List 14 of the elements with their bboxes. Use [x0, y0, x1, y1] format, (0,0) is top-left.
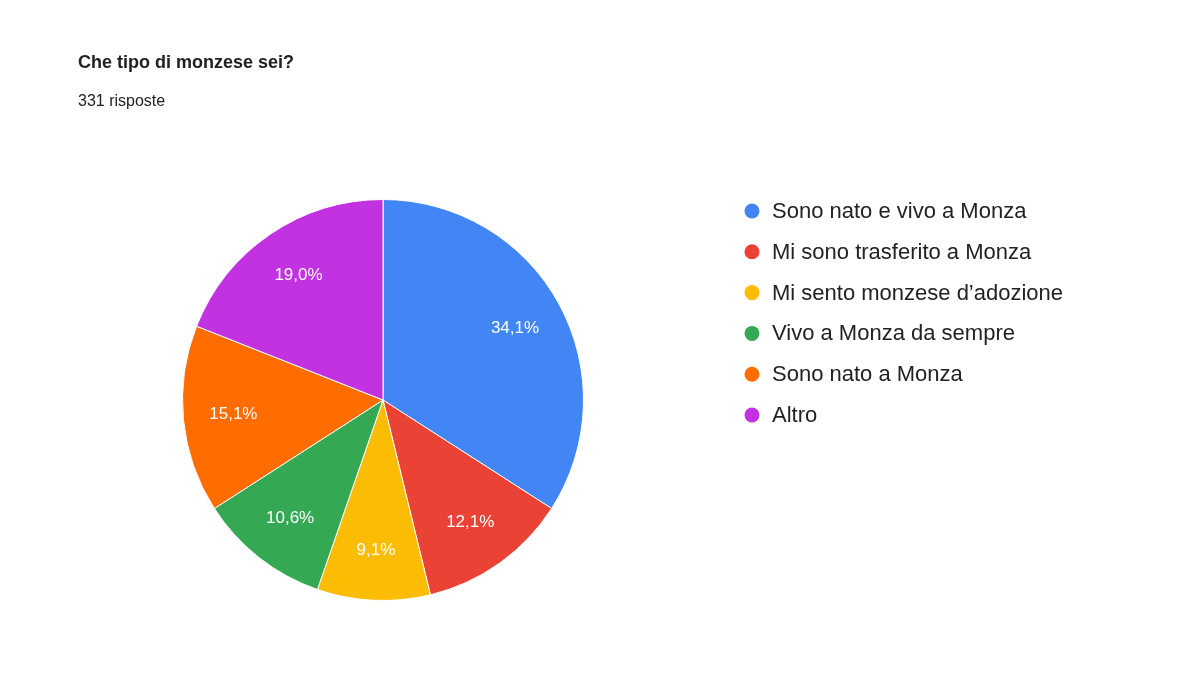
data-label: 10,6%: [265, 507, 315, 527]
data-label: 9,1%: [356, 539, 396, 559]
legend-label: Altro: [772, 402, 818, 428]
legend-label: Vivo a Monza da sempre: [772, 320, 1015, 346]
chart-subtitle: 331 risposte: [78, 92, 166, 109]
legend-label: Mi sono trasferito a Monza: [772, 238, 1032, 264]
data-label: 15,1%: [209, 404, 258, 424]
data-label: 12,1%: [446, 512, 495, 532]
legend-label: Sono nato e vivo a Monza: [772, 198, 1028, 224]
legend-label: Mi sento monzese d’adozione: [772, 279, 1064, 305]
chart-title: Che tipo di monzese sei?: [78, 52, 295, 72]
data-label: 19,0%: [274, 265, 323, 285]
data-label: 34,1%: [490, 317, 540, 337]
legend-label: Sono nato a Monza: [772, 361, 964, 387]
